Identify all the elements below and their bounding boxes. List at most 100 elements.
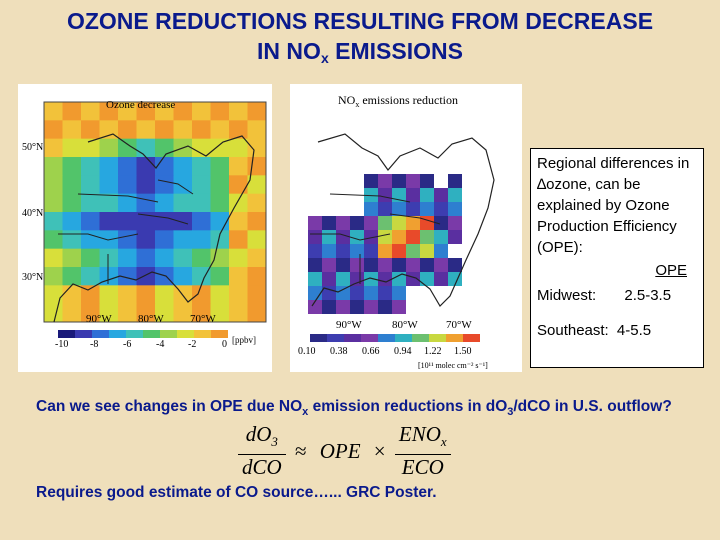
ozone-grid-cell (62, 193, 82, 213)
southeast-row: Southeast: 4-5.5 (537, 320, 697, 341)
nox-reduction-panel: NOx emissions reduction 90°W 80°W 70°W 0… (290, 84, 522, 372)
nox-grid-cell (392, 216, 406, 230)
ozone-grid-cell (44, 157, 63, 176)
ozone-grid-cell (210, 267, 230, 286)
nox-grid-cell (392, 300, 406, 314)
ozone-grid-cell (99, 267, 119, 286)
question-text: Can we see changes in OPE due NOx emissi… (36, 398, 672, 419)
ozone-grid-cell (81, 285, 100, 305)
ozone-grid-cell (192, 157, 211, 176)
ozone-grid-cell (155, 193, 174, 213)
nox-grid-cell (378, 174, 392, 188)
ozone-grid-cell (44, 193, 63, 213)
nox-grid-cell (364, 174, 378, 188)
nox-grid-cell (448, 230, 462, 244)
nox-grid-cell (392, 272, 406, 286)
ozone-grid-cell (247, 102, 267, 121)
colorbar-segment (327, 334, 344, 342)
lat-label-30: 30°N (22, 272, 43, 283)
nox-reduction-map: NOx emissions reduction 90°W 80°W 70°W 0… (298, 93, 495, 370)
midwest-value: 2.5-3.5 (624, 287, 672, 304)
nox-grid-cell (308, 258, 322, 272)
nox-grid-cell (308, 286, 322, 300)
nox-grid-cell (434, 230, 448, 244)
ozone-grid-cell (155, 303, 174, 323)
footer-text: Requires good estimate of CO source…... … (36, 484, 437, 501)
ozone-grid-cell (99, 303, 119, 323)
ozone-grid-cell (62, 267, 82, 286)
ozone-grid-cell (99, 248, 119, 268)
ozone-grid-cell (118, 175, 137, 195)
ozone-grid-cell (136, 212, 156, 231)
ozone-grid-cell (192, 285, 211, 305)
ozone-grid-cell (192, 303, 211, 323)
nox-grid-cell (420, 230, 434, 244)
nox-grid-cell (378, 202, 392, 216)
ozone-grid-cell (229, 120, 248, 140)
ozone-grid-cell (81, 175, 100, 195)
ozone-grid-cell (62, 303, 82, 323)
ozone-grid-cell (192, 230, 211, 250)
nox-grid-cell (322, 286, 336, 300)
nox-grid-cell (322, 244, 336, 258)
cb-tick: 0.66 (362, 346, 380, 357)
nox-grid-cell (406, 272, 420, 286)
cb-tick: 0.38 (330, 346, 348, 357)
nox-grid-cell (364, 202, 378, 216)
nox-grid-cell (350, 216, 364, 230)
ozone-grid-cell (99, 212, 119, 231)
cb-tick: -2 (188, 339, 196, 350)
nox-grid-cell (392, 202, 406, 216)
ozone-grid-cell (210, 193, 230, 213)
colorbar-segment (412, 334, 429, 342)
lon-label-70w: 70°W (190, 313, 216, 325)
ozone-grid-cell (62, 212, 82, 231)
ozone-grid-cell (229, 175, 248, 195)
lon-label-70w: 70°W (446, 319, 472, 331)
ozone-decrease-map: Ozone decrease 50°N 40°N 30°N 90°W 80°W … (22, 99, 267, 350)
title-line-1: OZONE REDUCTIONS RESULTING FROM DECREASE (66, 8, 654, 34)
ozone-grid-cell (62, 248, 82, 268)
ozone-grid-cell (62, 138, 82, 158)
ozone-grid-cell (136, 267, 156, 286)
lon-label-80w: 80°W (138, 313, 164, 325)
ozone-grid-cell (229, 267, 248, 286)
nox-grid-cell (392, 174, 406, 188)
nox-grid-cell (420, 258, 434, 272)
ozone-grid-cell (81, 120, 100, 140)
ozone-grid-cell (99, 175, 119, 195)
colorbar-segment (143, 330, 160, 338)
ozone-grid-cell (44, 138, 63, 158)
ozone-grid-cell (192, 212, 211, 231)
left-map-title: Ozone decrease (106, 99, 175, 111)
ozone-grid-cell (155, 285, 174, 305)
nox-grid-cell (364, 216, 378, 230)
midwest-row: Midwest: 2.5-3.5 (537, 285, 697, 306)
ozone-grid-cell (229, 157, 248, 176)
ozone-grid-cell (118, 120, 137, 140)
ozone-grid-cell (155, 120, 174, 140)
nox-grid-cell (434, 272, 448, 286)
ozone-grid-cell (155, 248, 174, 268)
ozone-grid-cell (118, 102, 137, 121)
coastline-right (311, 133, 495, 307)
ozone-grid-cell (229, 193, 248, 213)
ozone-grid-cell (44, 248, 63, 268)
ozone-grid-cell (155, 175, 174, 195)
nox-grid-cell (406, 230, 420, 244)
ozone-grid-cell (192, 175, 211, 195)
nox-grid-cell (434, 244, 448, 258)
ozone-grid-cell (99, 138, 119, 158)
ozone-grid-cell (173, 303, 193, 323)
colorbar-segment (429, 334, 446, 342)
colorbar-segment (344, 334, 361, 342)
colorbar-segment (160, 330, 177, 338)
nox-grid-cell (406, 202, 420, 216)
nox-grid-cell (392, 258, 406, 272)
nox-grid-cell (378, 216, 392, 230)
colorbar-segment (92, 330, 109, 338)
ozone-grid-cell (192, 193, 211, 213)
ozone-grid-cell (210, 175, 230, 195)
ozone-grid-cell (136, 175, 156, 195)
nox-grid-cell (448, 188, 462, 202)
